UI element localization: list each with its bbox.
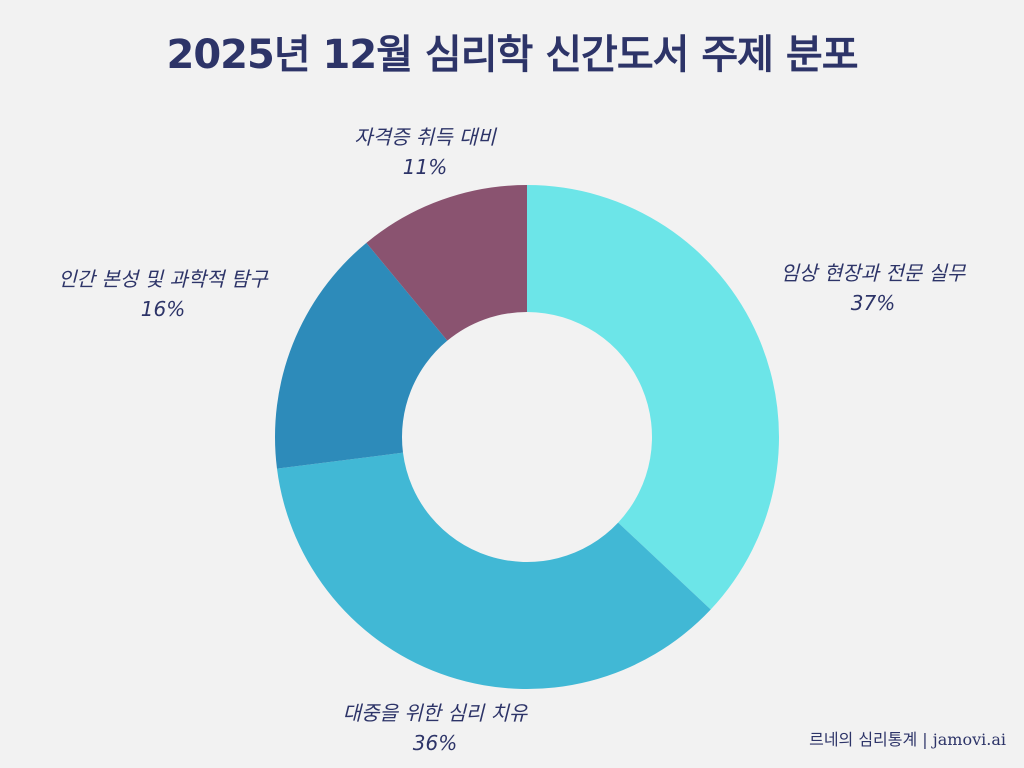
slice-label-percent: 11% (402, 155, 448, 179)
slice-label-name: 인간 본성 및 과학적 탐구 (58, 267, 268, 291)
footer-credit: 르네의 심리통계 | jamovi.ai (809, 730, 1006, 749)
slice-label-name: 임상 현장과 전문 실무 (780, 261, 966, 285)
slice-label-name: 자격증 취득 대비 (354, 125, 496, 149)
slice-label-human-nature: 인간 본성 및 과학적 탐구 16% (58, 264, 267, 324)
slice-label-public-healing: 대중을 위한 심리 치유 36% (343, 698, 528, 758)
slice-label-percent: 36% (412, 731, 458, 755)
donut-slice-certification (366, 185, 527, 341)
slice-label-certification: 자격증 취득 대비 11% (354, 122, 496, 182)
slice-label-percent: 37% (850, 291, 896, 315)
slice-label-name: 대중을 위한 심리 치유 (342, 701, 528, 725)
chart-title: 2025년 12월 심리학 신간도서 주제 분포 (166, 32, 858, 78)
slice-label-clinical: 임상 현장과 전문 실무 37% (781, 258, 966, 318)
slice-label-percent: 16% (140, 297, 186, 321)
donut-slice-human-nature (275, 242, 448, 469)
donut-slice-public-healing (276, 452, 711, 689)
donut-slice-clinical (527, 185, 779, 610)
